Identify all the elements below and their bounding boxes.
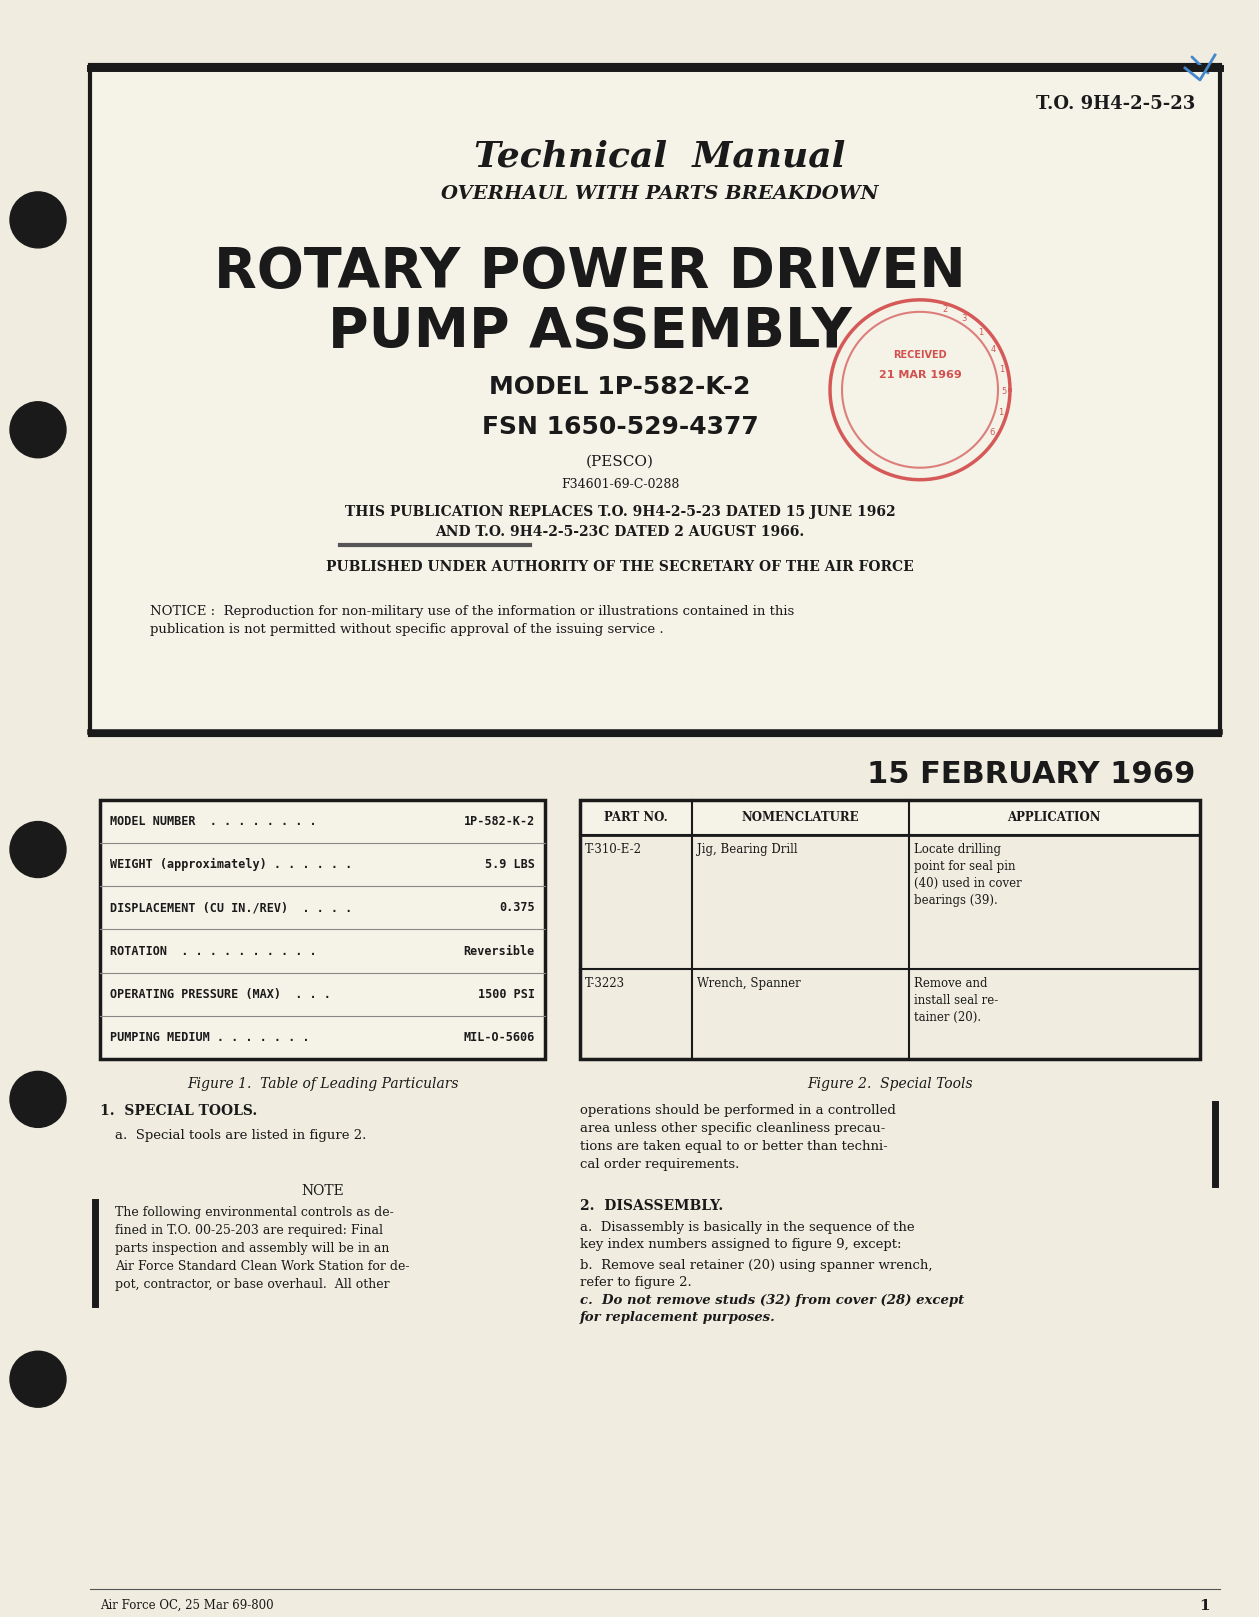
- Text: 2: 2: [942, 306, 948, 314]
- Text: b.  Remove seal retainer (20) using spanner wrench,
refer to figure 2.: b. Remove seal retainer (20) using spann…: [580, 1260, 933, 1289]
- Text: T.O. 9H4-2-5-23: T.O. 9H4-2-5-23: [1036, 95, 1195, 113]
- Text: NOTICE :  Reproduction for non-military use of the information or illustrations : NOTICE : Reproduction for non-military u…: [150, 605, 794, 635]
- Text: THIS PUBLICATION REPLACES T.O. 9H4-2-5-23 DATED 15 JUNE 1962: THIS PUBLICATION REPLACES T.O. 9H4-2-5-2…: [345, 505, 895, 519]
- Circle shape: [10, 192, 65, 247]
- Text: OVERHAUL WITH PARTS BREAKDOWN: OVERHAUL WITH PARTS BREAKDOWN: [441, 184, 879, 202]
- Text: PUBLISHED UNDER AUTHORITY OF THE SECRETARY OF THE AIR FORCE: PUBLISHED UNDER AUTHORITY OF THE SECRETA…: [326, 559, 914, 574]
- FancyBboxPatch shape: [89, 65, 1220, 734]
- Text: operations should be performed in a controlled
area unless other specific cleanl: operations should be performed in a cont…: [580, 1104, 896, 1171]
- Text: 1500 PSI: 1500 PSI: [478, 988, 535, 1001]
- Text: OPERATING PRESSURE (MAX)  . . .: OPERATING PRESSURE (MAX) . . .: [110, 988, 331, 1001]
- Text: 0.375: 0.375: [500, 901, 535, 914]
- Text: ROTATION  . . . . . . . . . .: ROTATION . . . . . . . . . .: [110, 944, 316, 957]
- Text: 5.9 LBS: 5.9 LBS: [485, 859, 535, 872]
- Text: 21 MAR 1969: 21 MAR 1969: [879, 370, 962, 380]
- Text: 1: 1: [978, 328, 983, 336]
- Text: 2.  DISASSEMBLY.: 2. DISASSEMBLY.: [580, 1200, 723, 1213]
- Text: 4: 4: [991, 344, 996, 354]
- Text: 5: 5: [1001, 386, 1007, 396]
- Text: PUMPING MEDIUM . . . . . . .: PUMPING MEDIUM . . . . . . .: [110, 1032, 310, 1045]
- Text: Jig, Bearing Drill: Jig, Bearing Drill: [696, 842, 797, 855]
- Text: APPLICATION: APPLICATION: [1007, 810, 1102, 823]
- Text: 1: 1: [998, 407, 1003, 417]
- FancyBboxPatch shape: [99, 799, 545, 1059]
- Text: Figure 1.  Table of Leading Particulars: Figure 1. Table of Leading Particulars: [186, 1077, 458, 1091]
- Text: T-310-E-2: T-310-E-2: [585, 842, 642, 855]
- Text: DISPLACEMENT (CU IN./REV)  . . . .: DISPLACEMENT (CU IN./REV) . . . .: [110, 901, 353, 914]
- Text: F34601-69-C-0288: F34601-69-C-0288: [560, 477, 679, 490]
- Text: Reversible: Reversible: [463, 944, 535, 957]
- Text: FSN 1650-529-4377: FSN 1650-529-4377: [482, 416, 758, 438]
- Text: Technical  Manual: Technical Manual: [475, 141, 846, 175]
- Text: Air Force OC, 25 Mar 69-800: Air Force OC, 25 Mar 69-800: [99, 1599, 273, 1612]
- Text: MODEL 1P-582-K-2: MODEL 1P-582-K-2: [490, 375, 750, 399]
- Text: 15 FEBRUARY 1969: 15 FEBRUARY 1969: [866, 760, 1195, 789]
- Text: 1P-582-K-2: 1P-582-K-2: [463, 815, 535, 828]
- Text: 1: 1: [1200, 1599, 1210, 1614]
- Circle shape: [10, 1072, 65, 1127]
- Text: PUMP ASSEMBLY: PUMP ASSEMBLY: [329, 306, 852, 359]
- Text: c.  Do not remove studs (32) from cover (28) except
for replacement purposes.: c. Do not remove studs (32) from cover (…: [580, 1294, 964, 1324]
- Circle shape: [10, 401, 65, 458]
- Text: RECEIVED: RECEIVED: [893, 349, 947, 361]
- Text: T-3223: T-3223: [585, 977, 626, 991]
- Text: MIL-O-5606: MIL-O-5606: [463, 1032, 535, 1045]
- Text: 1.  SPECIAL TOOLS.: 1. SPECIAL TOOLS.: [99, 1104, 257, 1119]
- Text: MODEL NUMBER  . . . . . . . .: MODEL NUMBER . . . . . . . .: [110, 815, 316, 828]
- Text: PART NO.: PART NO.: [604, 810, 667, 823]
- Text: 1: 1: [998, 365, 1005, 374]
- Text: Wrench, Spanner: Wrench, Spanner: [696, 977, 801, 991]
- Text: 3: 3: [962, 314, 967, 323]
- Text: NOMENCLATURE: NOMENCLATURE: [742, 810, 859, 823]
- Text: WEIGHT (approximately) . . . . . .: WEIGHT (approximately) . . . . . .: [110, 859, 353, 872]
- Text: a.  Special tools are listed in figure 2.: a. Special tools are listed in figure 2.: [115, 1129, 366, 1142]
- Text: NOTE: NOTE: [301, 1184, 344, 1198]
- Text: The following environmental controls as de-
fined in T.O. 00-25-203 are required: The following environmental controls as …: [115, 1206, 409, 1292]
- Text: AND T.O. 9H4-2-5-23C DATED 2 AUGUST 1966.: AND T.O. 9H4-2-5-23C DATED 2 AUGUST 1966…: [436, 524, 805, 538]
- Text: a.  Disassembly is basically in the sequence of the
key index numbers assigned t: a. Disassembly is basically in the seque…: [580, 1221, 914, 1252]
- Circle shape: [10, 1352, 65, 1407]
- FancyBboxPatch shape: [580, 799, 1200, 834]
- Text: ROTARY POWER DRIVEN: ROTARY POWER DRIVEN: [214, 244, 966, 299]
- Text: Figure 2.  Special Tools: Figure 2. Special Tools: [807, 1077, 973, 1091]
- Text: Locate drilling
point for seal pin
(40) used in cover
bearings (39).: Locate drilling point for seal pin (40) …: [914, 842, 1021, 907]
- Circle shape: [10, 821, 65, 878]
- Text: Remove and
install seal re-
tainer (20).: Remove and install seal re- tainer (20).: [914, 977, 998, 1025]
- Text: 6: 6: [990, 427, 995, 437]
- Text: (PESCO): (PESCO): [585, 454, 653, 469]
